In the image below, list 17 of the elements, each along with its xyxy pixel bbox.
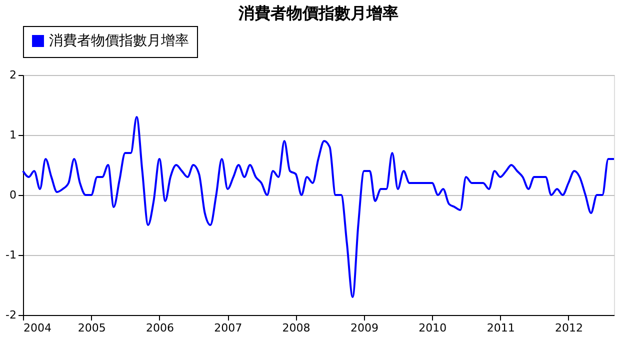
y-tick-label: -1: [6, 248, 16, 262]
x-tick-label: 2008: [282, 322, 310, 334]
x-tick-label: 2009: [350, 322, 379, 334]
y-tick-label: 1: [10, 128, 16, 142]
y-tick-label: 0: [10, 188, 16, 202]
x-tick-label: 2010: [418, 322, 447, 334]
x-tick-label: 2004: [24, 322, 52, 334]
x-tick-label: 2007: [214, 322, 242, 334]
legend-label: 消費者物價指數月增率: [49, 33, 189, 49]
line-series: [22, 116, 615, 298]
x-tick-label: 2012: [554, 322, 583, 334]
y-tick-label: 2: [10, 68, 16, 82]
x-tick-label: 2011: [486, 322, 515, 334]
y-tick-label: -2: [6, 308, 16, 322]
x-tick-label: 2006: [146, 322, 174, 334]
x-tick-label: 2005: [78, 322, 106, 334]
chart-title: 消費者物價指數月增率: [238, 4, 398, 22]
